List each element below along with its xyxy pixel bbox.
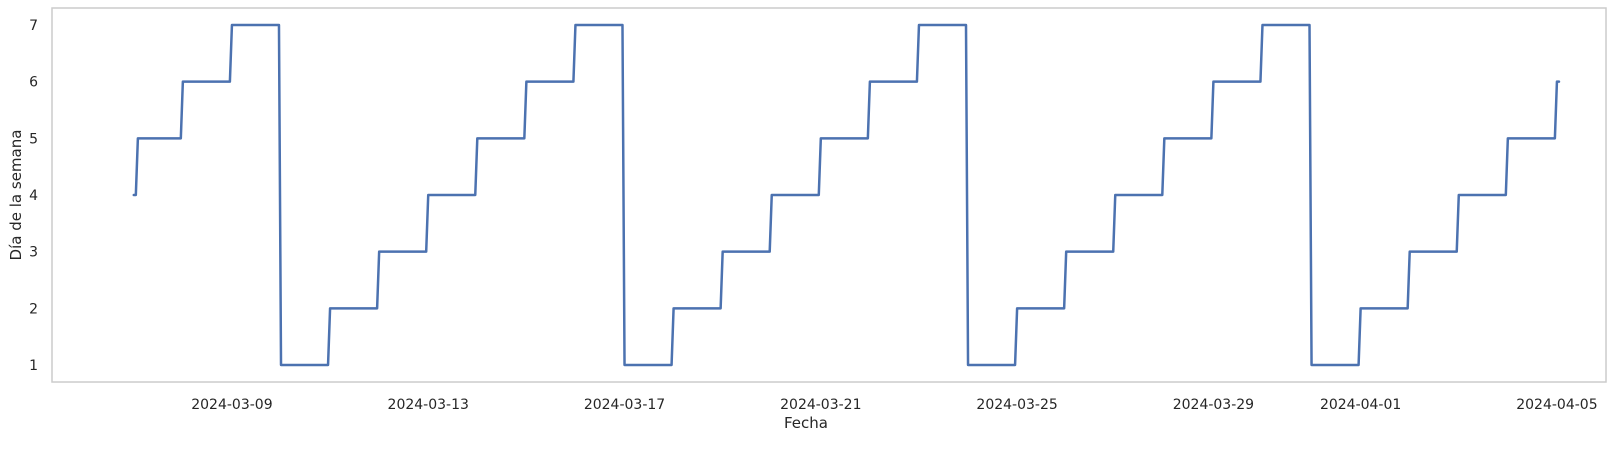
y-tick-label: 6 [29, 75, 38, 91]
series-line [132, 23, 1561, 367]
x-axis-label: Fecha [784, 414, 828, 432]
x-tick-label: 2024-03-13 [388, 397, 469, 413]
x-tick-label: 2024-03-17 [584, 397, 665, 413]
x-tick-label: 2024-03-29 [1173, 397, 1254, 413]
x-tick-label: 2024-03-25 [976, 397, 1057, 413]
x-axis: 2024-03-09 2024-03-13 2024-03-17 2024-03-21… [191, 397, 1597, 413]
y-tick-label: 1 [29, 358, 38, 374]
plot-area [51, 7, 1607, 383]
y-tick-label: 5 [29, 131, 38, 147]
y-tick-label: 7 [29, 18, 38, 34]
x-tick-label: 2024-04-05 [1516, 397, 1597, 413]
x-tick-label: 2024-03-21 [780, 397, 861, 413]
y-tick-label: 3 [29, 245, 38, 261]
x-tick-label: 2024-04-01 [1320, 397, 1401, 413]
y-axis-label: Día de la semana [7, 130, 25, 261]
y-tick-label: 4 [29, 188, 38, 204]
y-tick-label: 2 [29, 301, 38, 317]
x-tick-label: 2024-03-09 [191, 397, 272, 413]
y-axis: 1 2 3 4 5 6 7 [29, 18, 38, 374]
